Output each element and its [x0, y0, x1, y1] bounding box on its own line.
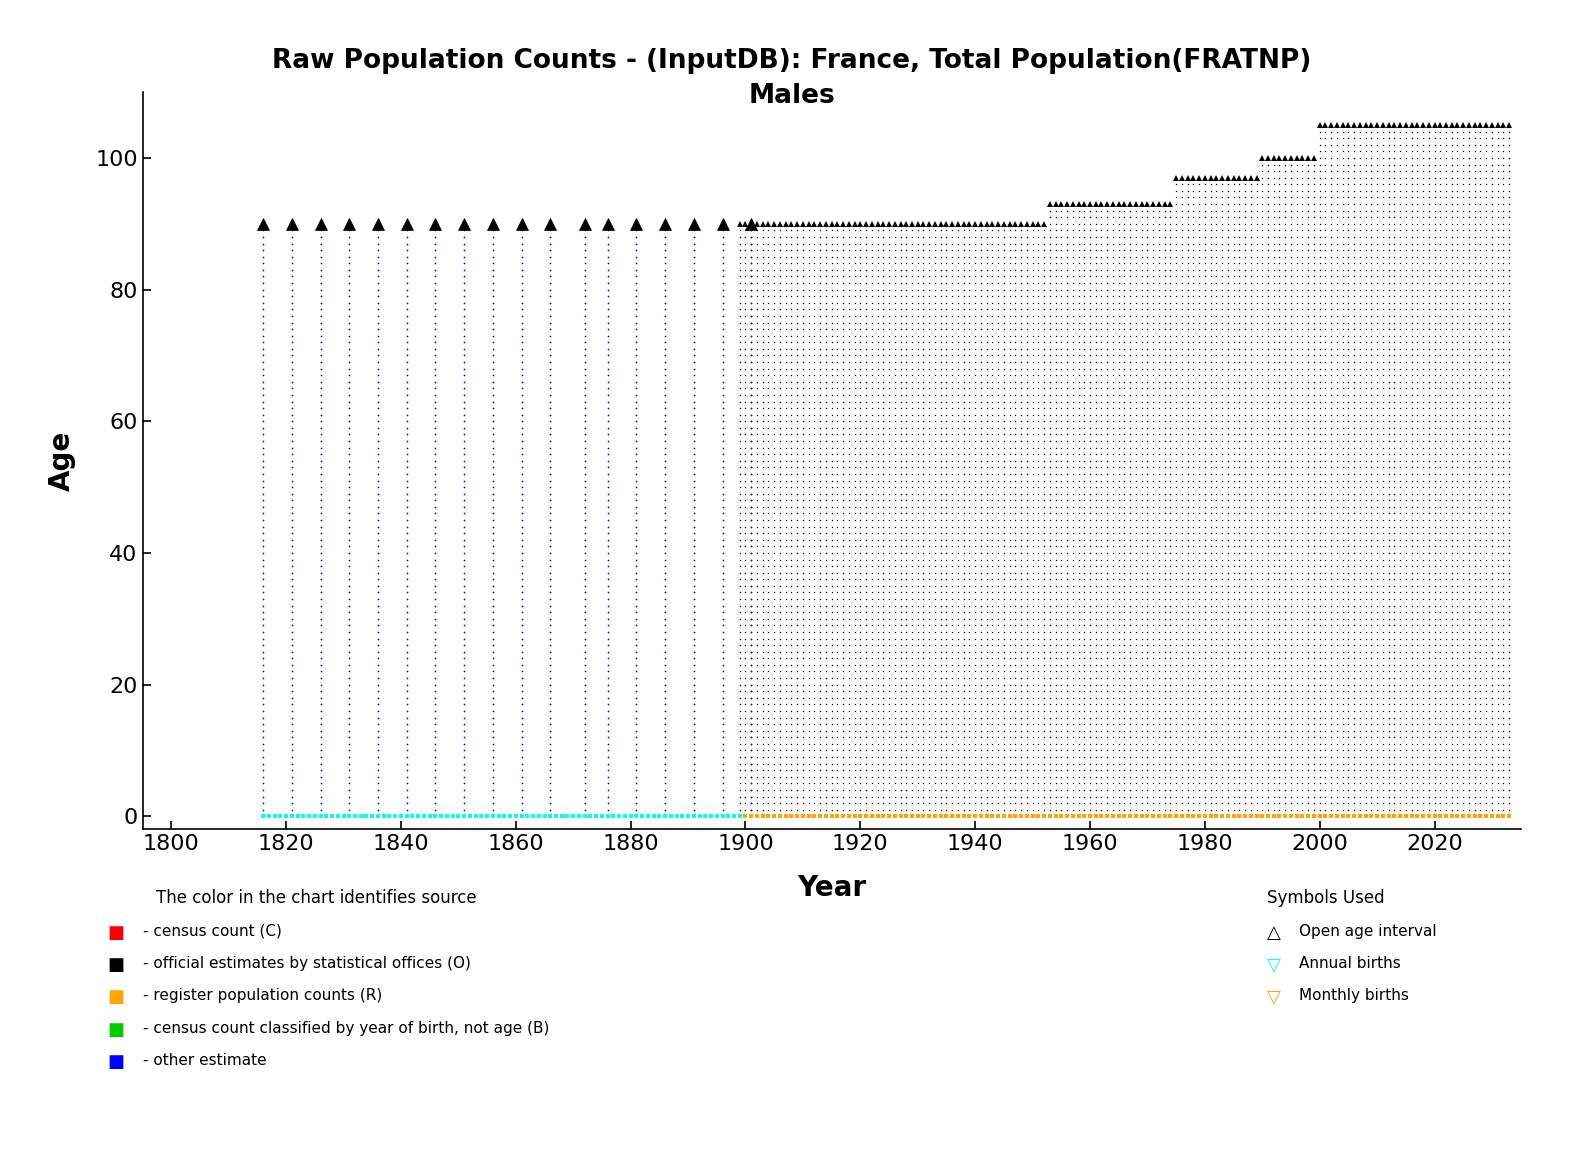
Text: ■: ■ [108, 1021, 125, 1039]
Text: ■: ■ [108, 924, 125, 942]
Text: Raw Population Counts - (InputDB): France, Total Population(FRATNP): Raw Population Counts - (InputDB): Franc… [272, 48, 1312, 75]
Text: ■: ■ [108, 956, 125, 975]
Text: Males: Males [749, 83, 835, 109]
Text: The color in the chart identifies source: The color in the chart identifies source [157, 889, 477, 908]
Text: Symbols Used: Symbols Used [1267, 889, 1384, 908]
Text: - census count (C): - census count (C) [143, 924, 282, 939]
Text: △: △ [1267, 924, 1281, 942]
Text: - register population counts (R): - register population counts (R) [143, 988, 382, 1003]
Text: Open age interval: Open age interval [1299, 924, 1437, 939]
Text: - official estimates by statistical offices (O): - official estimates by statistical offi… [143, 956, 470, 971]
Text: ■: ■ [108, 988, 125, 1007]
Text: - census count classified by year of birth, not age (B): - census count classified by year of bir… [143, 1021, 550, 1036]
Text: - other estimate: - other estimate [143, 1053, 266, 1068]
Text: Annual births: Annual births [1299, 956, 1400, 971]
Text: Monthly births: Monthly births [1299, 988, 1408, 1003]
Text: ▽: ▽ [1267, 988, 1281, 1007]
Text: ■: ■ [108, 1053, 125, 1071]
Text: ▽: ▽ [1267, 956, 1281, 975]
X-axis label: Year: Year [797, 873, 866, 902]
Y-axis label: Age: Age [48, 431, 76, 491]
